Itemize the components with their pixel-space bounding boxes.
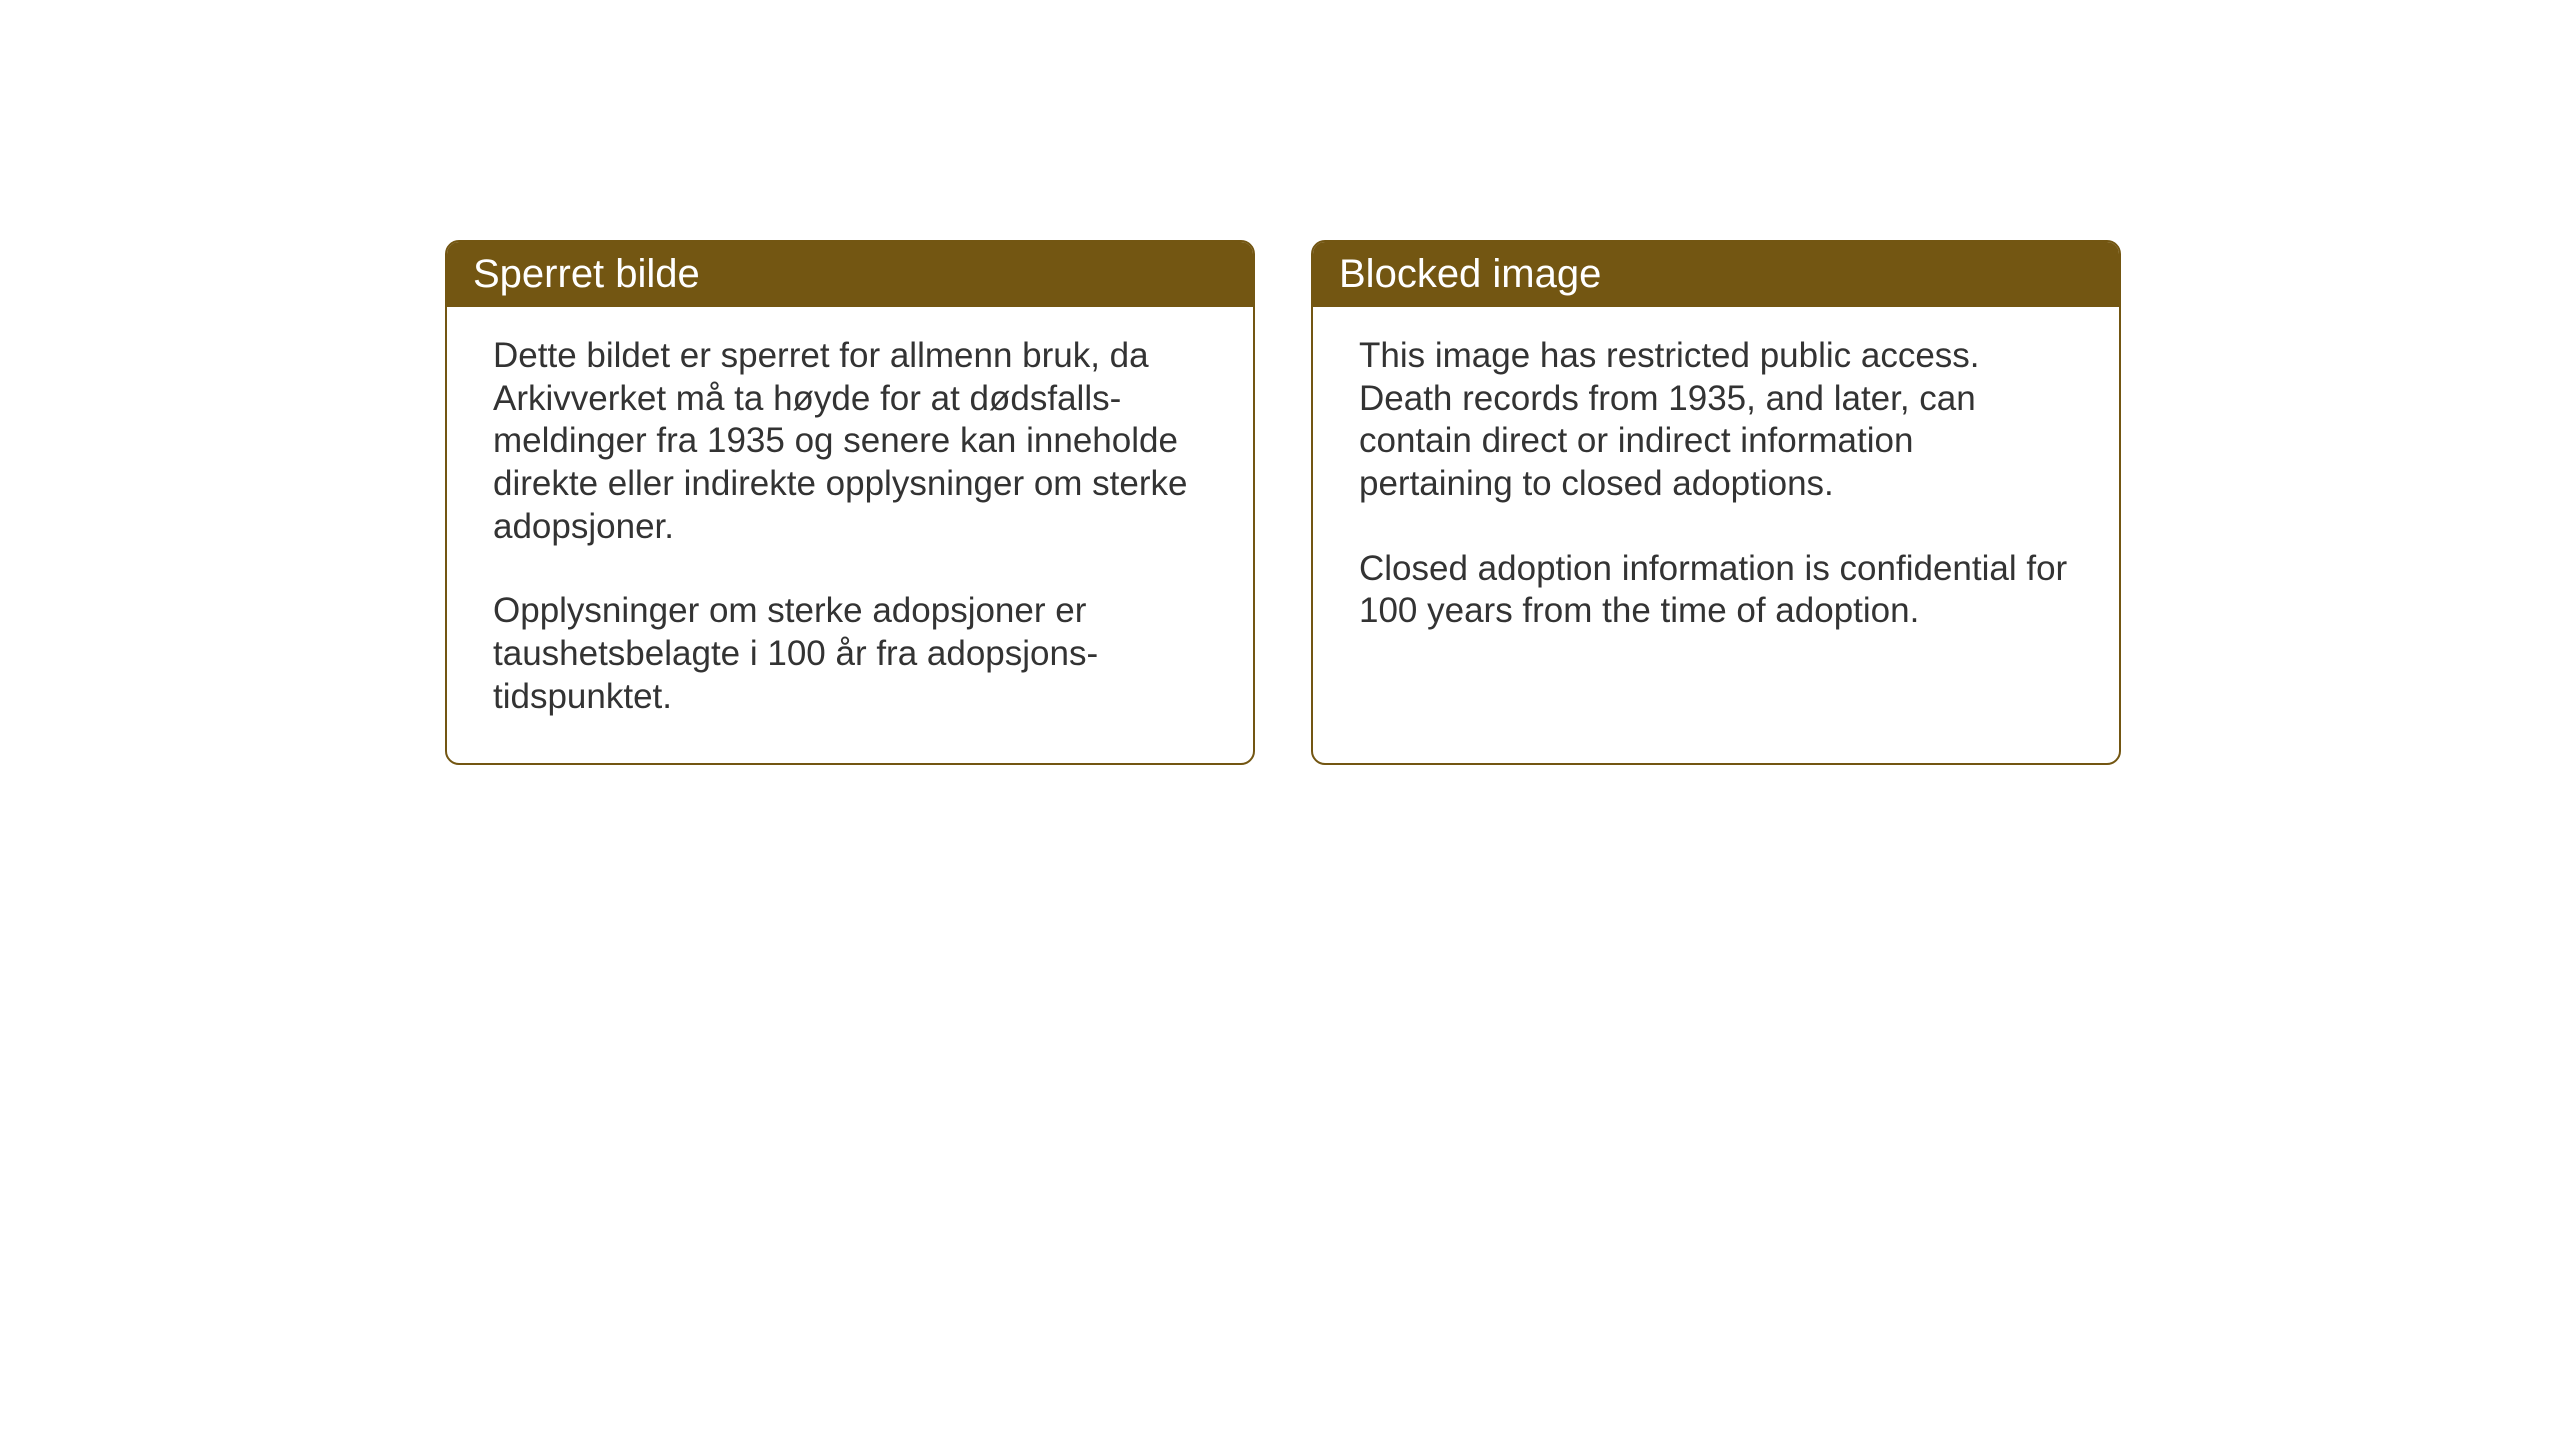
english-paragraph-2: Closed adoption information is confident… <box>1359 548 2073 633</box>
norwegian-notice-card: Sperret bilde Dette bildet er sperret fo… <box>445 240 1255 765</box>
english-notice-card: Blocked image This image has restricted … <box>1311 240 2121 765</box>
norwegian-paragraph-1: Dette bildet er sperret for allmenn bruk… <box>493 335 1207 548</box>
norwegian-card-body: Dette bildet er sperret for allmenn bruk… <box>447 307 1253 763</box>
english-card-body: This image has restricted public access.… <box>1313 307 2119 747</box>
notice-container: Sperret bilde Dette bildet er sperret fo… <box>445 240 2121 765</box>
norwegian-card-title: Sperret bilde <box>447 242 1253 307</box>
english-card-title: Blocked image <box>1313 242 2119 307</box>
english-paragraph-1: This image has restricted public access.… <box>1359 335 2073 506</box>
norwegian-paragraph-2: Opplysninger om sterke adopsjoner er tau… <box>493 590 1207 718</box>
